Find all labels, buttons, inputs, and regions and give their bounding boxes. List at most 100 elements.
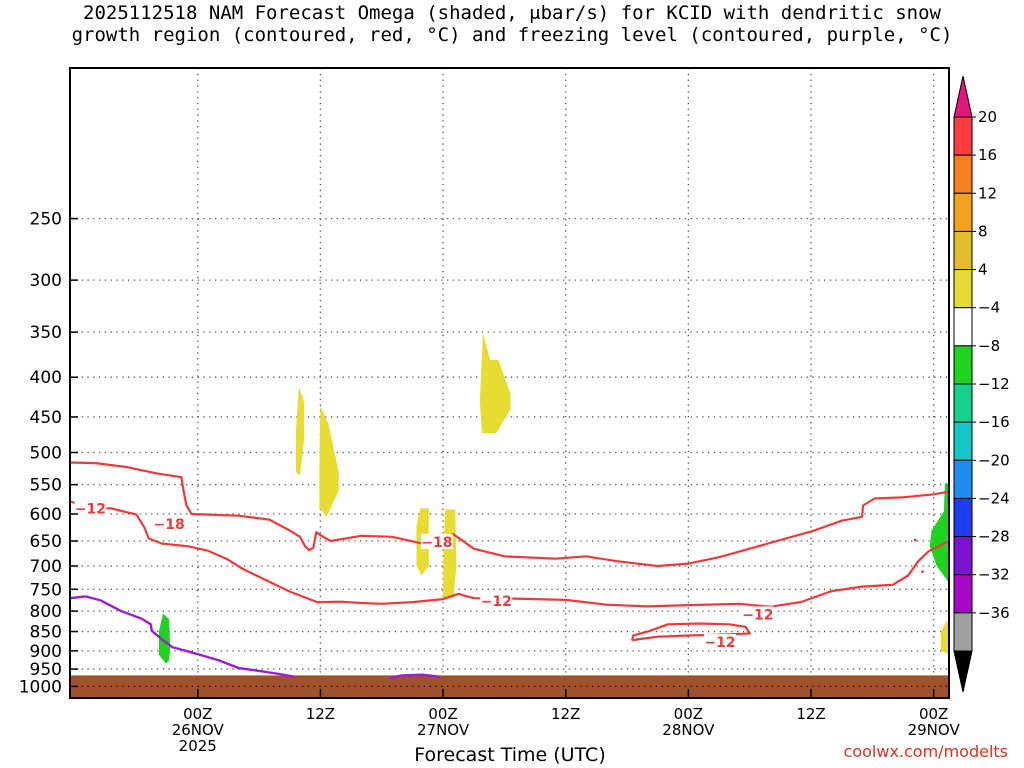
omega-rising-yellow-1 — [295, 387, 305, 476]
omega-rising-yellow-3 — [479, 332, 511, 433]
omega-rising-yellow-6 — [940, 620, 949, 655]
y-tick-label-950: 950 — [30, 660, 62, 680]
colorbar-top-arrow — [953, 75, 973, 118]
colorbar-label-6: −8 — [978, 337, 1000, 355]
colorbar-label-0: 20 — [978, 108, 997, 126]
x-tick-label-48-1: 00Z — [674, 705, 703, 723]
x-tick-label-12-1: 12Z — [306, 705, 335, 723]
x-axis-title: Forecast Time (UTC) — [414, 744, 606, 766]
y-tick-label-450: 450 — [30, 408, 62, 428]
colorbar-swatch-11 — [953, 536, 973, 576]
x-tick-label-0-2: 26NOV — [172, 721, 225, 739]
colorbar-label-9: −20 — [978, 451, 1010, 469]
colorbar-swatch-3 — [953, 230, 973, 271]
contour-label-bg-0 — [74, 500, 107, 516]
colorbar-label-11: −28 — [978, 528, 1010, 546]
contour-freezing-level-small — [389, 673, 441, 679]
contour-labels: −12 −18 −18 −12 −12 −12 — [74, 500, 774, 651]
contour-label-3: −12 — [481, 594, 512, 610]
contour-label-0: −12 — [75, 501, 106, 517]
contour-dgz-lower-minus12 — [70, 500, 949, 608]
colorbar-swatch-10 — [953, 497, 973, 538]
x-tick-label-36-1: 12Z — [551, 705, 580, 723]
colorbar-label-5: −4 — [978, 299, 1000, 317]
colorbar-swatch-0 — [953, 116, 973, 156]
y-tick-label-650: 650 — [30, 532, 62, 552]
contour-freezing-level-main — [70, 595, 296, 678]
contour-label-bg-2 — [420, 534, 453, 550]
y-tick-label-750: 750 — [30, 580, 62, 600]
x-tick-label-60-1: 12Z — [796, 705, 825, 723]
contour-label-1: −18 — [154, 517, 185, 533]
ground-fill — [70, 675, 949, 698]
colorbar-swatch-6 — [953, 345, 973, 385]
colorbar-label-3: 8 — [978, 222, 988, 240]
plot-frame — [69, 67, 950, 699]
colorbar-label-13: −36 — [978, 604, 1010, 622]
contour-dgz-upper-minus18 — [70, 461, 949, 568]
x-tick-label-48-2: 28NOV — [662, 721, 715, 739]
colorbar-swatch-4 — [953, 269, 973, 309]
colorbar-swatch-1 — [953, 154, 973, 194]
omega-sinking-green-2 — [929, 483, 949, 583]
title-line-1: 2025112518 NAM Forecast Omega (shaded, μ… — [83, 2, 941, 24]
x-tick-label-24-2: 27NOV — [417, 721, 470, 739]
colorbar-label-12: −32 — [978, 566, 1010, 584]
y-tick-label-500: 500 — [30, 443, 62, 463]
contour-label-bg-1 — [153, 515, 186, 531]
y-tick-label-1000: 1000 — [19, 677, 62, 697]
y-tick-label-550: 550 — [30, 476, 62, 496]
y-tick-label-700: 700 — [30, 557, 62, 577]
colorbar-swatch-7 — [953, 383, 973, 423]
colorbar-swatch-8 — [953, 421, 973, 461]
contour-dgz-closed-minus12 — [631, 622, 751, 642]
colorbar-label-7: −12 — [978, 375, 1010, 393]
y-tick-label-900: 900 — [30, 642, 62, 662]
y-tick-label-350: 350 — [30, 323, 62, 343]
omega-colorbar: 20 16 12 8 4 −4 −8 −12 −16 −20 −24 −28 −32 −36 — [953, 75, 1010, 693]
colorbar-label-4: 4 — [978, 261, 988, 279]
y-tick-label-300: 300 — [30, 271, 62, 291]
contour-label-bg-3 — [480, 593, 513, 609]
y-tick-label-850: 850 — [30, 623, 62, 643]
contour-label-bg-4 — [741, 606, 774, 622]
contour-label-2: −18 — [421, 535, 452, 551]
chart-title: 2025112518 NAM Forecast Omega (shaded, μ… — [0, 2, 1024, 46]
colorbar-label-10: −24 — [978, 489, 1010, 507]
temperature-contours — [70, 461, 949, 679]
colorbar-swatch-9 — [953, 459, 973, 499]
colorbar-bottom-arrow — [953, 650, 973, 693]
colorbar-label-2: 12 — [978, 184, 997, 202]
x-tick-label-72-1: 00Z — [919, 705, 948, 723]
x-tick-label-24-1: 00Z — [428, 705, 457, 723]
x-tick-label-72-2: 29NOV — [908, 721, 961, 739]
x-tick-label-0-3: 2025 — [179, 737, 217, 755]
y-tick-label-600: 600 — [30, 505, 62, 525]
colorbar-swatch-2 — [953, 192, 973, 232]
x-tick-label-0-1: 00Z — [183, 705, 212, 723]
omega-rising-yellow-5 — [443, 509, 457, 599]
colorbar-label-1: 16 — [978, 146, 997, 164]
title-line-2: growth region (contoured, red, °C) and f… — [71, 24, 953, 46]
omega-sinking-green-1 — [158, 613, 171, 664]
y-tick-label-400: 400 — [30, 368, 62, 388]
grid-lines — [70, 68, 949, 698]
y-axis-ticks: 2503003504004505005506006507007508008509… — [19, 210, 78, 697]
ground-layer — [70, 675, 949, 698]
contour-speck-1 — [921, 570, 924, 574]
contour-label-4: −12 — [742, 607, 773, 623]
contour-label-bg-5 — [704, 634, 737, 650]
contour-label-5: −12 — [704, 635, 735, 651]
colorbar-swatch-5 — [953, 307, 973, 347]
omega-rising-yellow-2 — [319, 405, 339, 517]
y-tick-label-800: 800 — [30, 602, 62, 622]
colorbar-label-8: −16 — [978, 413, 1010, 431]
omega-shading — [158, 332, 949, 664]
y-tick-label-250: 250 — [30, 210, 62, 230]
colorbar-swatch-12 — [953, 574, 973, 614]
contour-speck-0 — [913, 538, 917, 542]
colorbar-swatch-13 — [953, 612, 973, 652]
watermark: coolwx.com/modelts — [843, 742, 1008, 761]
